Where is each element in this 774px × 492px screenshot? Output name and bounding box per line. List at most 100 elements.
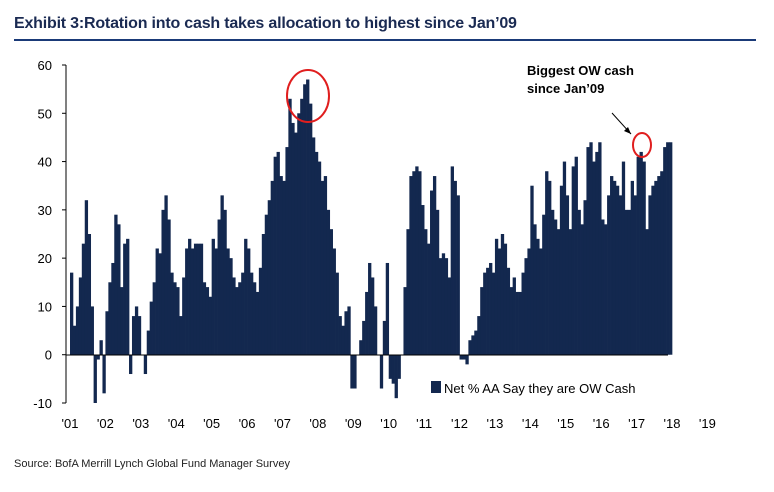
bar: [459, 354, 463, 360]
bar: [238, 282, 242, 355]
bar: [415, 166, 419, 355]
bar: [524, 258, 528, 355]
bar: [217, 219, 221, 355]
bar: [341, 325, 345, 355]
bar: [188, 238, 192, 355]
legend-swatch: [431, 381, 441, 393]
bar: [185, 248, 189, 355]
x-tick-label: '18: [664, 416, 681, 431]
bar: [465, 354, 469, 365]
bar: [503, 243, 508, 355]
bar: [123, 243, 127, 355]
bar: [556, 229, 561, 355]
y-tick-label: 50: [38, 106, 52, 121]
bar: [453, 180, 457, 355]
bar: [365, 291, 369, 355]
bar: [90, 306, 94, 355]
bar: [533, 224, 537, 355]
bar: [604, 224, 608, 355]
bar: [483, 272, 487, 355]
bar: [536, 238, 540, 355]
y-axis-ticks: 60 50 40 30 20 10 0 -10: [33, 58, 66, 411]
bar: [314, 151, 319, 355]
x-tick-label: '05: [203, 416, 220, 431]
bar: [530, 185, 534, 355]
bar: [568, 229, 573, 355]
bar: [264, 214, 269, 355]
bar: [229, 258, 233, 355]
highlight-circle-2019: [632, 132, 652, 158]
bar: [430, 190, 434, 355]
bar: [663, 147, 667, 355]
bar: [173, 282, 177, 355]
bar: [99, 340, 103, 355]
y-tick-label: 10: [38, 299, 52, 314]
bar: [471, 335, 475, 355]
bar: [474, 330, 478, 355]
bar: [353, 354, 357, 389]
bar: [379, 354, 384, 389]
bar: [500, 234, 505, 355]
bar: [78, 277, 83, 355]
bar: [654, 180, 658, 355]
bar: [211, 238, 215, 355]
bar: [592, 161, 596, 355]
bar: [146, 330, 151, 355]
bar: [309, 103, 313, 355]
bar: [542, 214, 546, 355]
bar: [462, 354, 466, 360]
bar: [335, 272, 339, 355]
bar: [323, 176, 328, 355]
bar: [630, 180, 634, 355]
bar: [190, 248, 195, 355]
bar: [412, 171, 416, 355]
bar: [93, 354, 97, 403]
bar: [176, 287, 180, 355]
bar: [303, 84, 307, 355]
bar: [368, 262, 372, 355]
bar: [329, 229, 333, 355]
bar: [441, 253, 446, 355]
bar: [232, 277, 236, 355]
bar: [300, 98, 304, 355]
bar: [84, 200, 89, 355]
annotation-arrowhead: [624, 127, 631, 134]
bar: [394, 354, 398, 399]
bar: [660, 171, 664, 355]
bar: [601, 219, 605, 355]
bar: [134, 306, 139, 355]
x-tick-label: '01: [62, 416, 79, 431]
bar: [669, 142, 673, 355]
annotation-line-2: since Jan’09: [527, 81, 604, 96]
bar: [548, 180, 552, 355]
bar: [580, 224, 584, 355]
x-tick-label: '19: [699, 416, 716, 431]
x-tick-label: '03: [132, 416, 149, 431]
bar: [208, 296, 212, 355]
bar: [250, 272, 254, 355]
y-tick-label: 40: [38, 155, 52, 170]
bar: [267, 200, 272, 355]
bar: [326, 209, 331, 355]
bar: [70, 272, 74, 355]
bar: [235, 287, 239, 355]
axes: [65, 65, 668, 403]
bar: [350, 354, 354, 389]
x-axis-ticks: '01 '02 '03 '04 '05 '06 '07 '08 '09 '10 '11 '12 '13 '…: [62, 416, 716, 431]
bar: [477, 316, 481, 355]
x-tick-label: '14: [522, 416, 539, 431]
bar: [258, 267, 263, 355]
bar: [223, 209, 227, 355]
bar: [170, 272, 174, 355]
bar: [199, 243, 204, 355]
bar: [164, 195, 168, 355]
bar: [553, 219, 558, 355]
x-tick-label: '15: [557, 416, 574, 431]
bar: [102, 354, 106, 394]
bar: [155, 248, 159, 355]
bar: [450, 166, 454, 355]
bar: [618, 195, 623, 355]
annotation: Biggest OW cash since Jan’09: [286, 63, 652, 158]
bar: [167, 219, 171, 355]
bar: [645, 229, 649, 355]
